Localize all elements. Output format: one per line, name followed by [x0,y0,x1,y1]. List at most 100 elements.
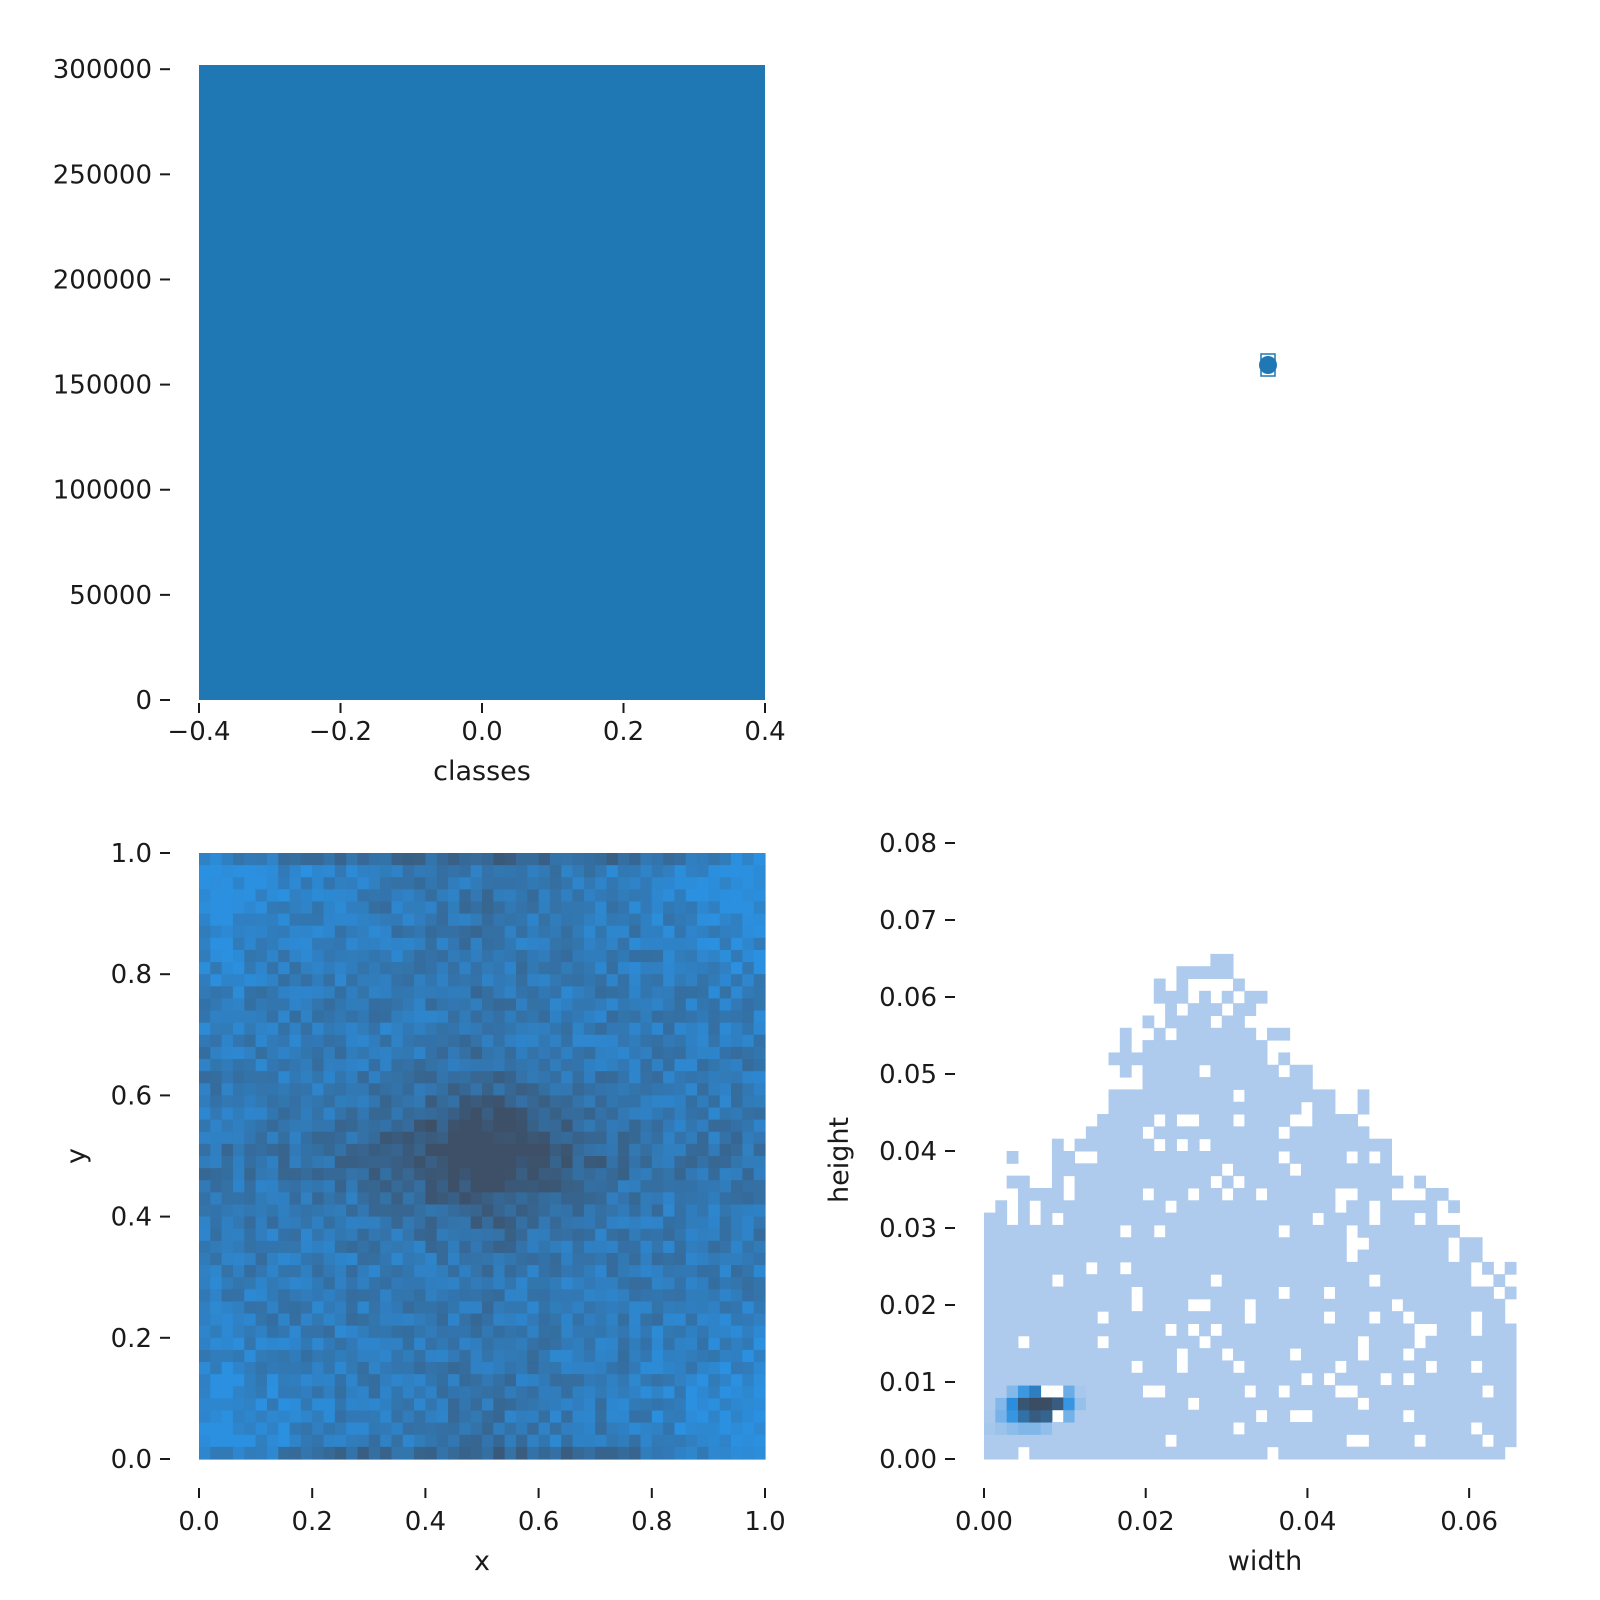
xy-heatmap-cell [300,1228,313,1242]
xy-heatmap-cell [685,1131,698,1145]
xy-heatmap-cell [583,1313,596,1327]
xy-heatmap-cell [482,1410,494,1424]
wh-x-ticks: 0.00 0.02 0.04 0.06 [955,1488,1498,1537]
xy-heatmap-cell [448,865,460,878]
xy-heatmap-cell [278,865,291,878]
xy-heatmap-cell [414,1083,426,1096]
xy-heatmap-cell [708,865,721,878]
xy-heatmap-cell [572,1398,585,1412]
wh-histogram-cell [1267,1151,1279,1164]
xy-heatmap-cell [221,1119,234,1133]
xy-heatmap-cell [663,974,676,987]
xy-heatmap-cell [742,1374,755,1387]
xy-heatmap-cell [368,1046,381,1060]
xy-heatmap-cell [380,1386,393,1399]
wh-histogram-cell [1142,1015,1155,1029]
xy-heatmap-cell [459,913,472,927]
xy-heatmap-cell [448,1398,460,1412]
xy-heatmap-cell [210,974,223,987]
classes-x-tick-label: −0.4 [167,717,230,747]
xy-heatmap-cell [606,1059,619,1072]
wh-histogram-cell [1017,1175,1030,1189]
wh-histogram-cell [1289,1434,1302,1448]
wh-histogram-cell [1380,1348,1393,1361]
wh-histogram-cell [1504,1409,1517,1423]
classes-x-tick: 0.2 [603,703,644,747]
xy-heatmap-cell [402,1362,415,1375]
xy-heatmap-cell [640,1337,653,1351]
xy-heatmap-cell [493,1059,506,1072]
xy-heatmap-cell [436,1313,449,1327]
wh-histogram-cell [1199,1311,1211,1324]
xy-heatmap-cell [210,1410,223,1424]
wh-histogram-cell [1300,1224,1313,1238]
xy-heatmap-cell [651,1325,664,1339]
xy-heatmap-cell [266,1362,279,1375]
classes-x-tick: −0.2 [309,703,372,747]
xy-heatmap-cell [289,1119,302,1133]
wh-histogram-cell [1199,1040,1211,1053]
xy-heatmap-cell [663,1059,676,1072]
xy-heatmap-cell [685,1156,698,1169]
wh-histogram-cell [1334,1261,1347,1275]
wh-histogram-cell [1006,1261,1019,1275]
xy-heatmap-cell [425,1228,438,1242]
xy-heatmap-cell [266,1071,279,1084]
wh-histogram-cell [1074,1298,1087,1312]
xy-heatmap-cell [221,865,234,878]
xy-heatmap-cell [708,1265,721,1278]
xy-heatmap-cell [232,1386,245,1399]
xy-heatmap-cell [334,1216,347,1230]
wh-histogram-cell [1006,1286,1019,1300]
xy-heatmap-cell [504,962,517,975]
xy-heatmap-cell [482,1143,494,1157]
xy-heatmap-cell [606,1143,619,1157]
wh-histogram-cell [1391,1175,1404,1189]
wh-histogram-cell [1346,1409,1359,1423]
xy-heatmap-cell [357,865,370,878]
xy-heatmap-cell [289,1095,302,1109]
xy-heatmap-cell [414,1119,426,1133]
xy-heatmap-cell [221,925,234,939]
wh-histogram-cell [1199,1261,1211,1275]
wh-histogram-cell [1267,1175,1279,1189]
xy-heatmap-cell [606,1325,619,1339]
wh-histogram-cell [1119,1274,1132,1288]
wh-histogram-cell [1221,1422,1234,1435]
wh-histogram-cell [1176,1298,1189,1312]
wh-histogram-cell [1131,1163,1143,1177]
xy-heatmap-cell [629,974,642,987]
xy-heatmap-cell [334,998,347,1012]
wh-histogram-cell [1368,1224,1381,1238]
xy-heatmap-cell [266,1422,279,1436]
xy-heatmap-cell [719,1289,732,1303]
wh-histogram-cell [1470,1446,1483,1460]
xy-heatmap-cell [470,1289,483,1303]
xy-heatmap-cell [334,913,347,927]
wh-histogram-cell [1334,1151,1347,1164]
xy-heatmap-cell [199,913,211,927]
wh-histogram-cell [1312,1126,1325,1140]
wh-histogram-cell [1199,1089,1211,1103]
wh-histogram-cell [1414,1274,1426,1288]
xy-heatmap-cell [312,1313,325,1327]
xy-heatmap-cell [391,974,404,987]
wh-histogram-cell [1165,1052,1177,1066]
xy-heatmap-cell [697,1131,709,1145]
wh-histogram-cell [1063,1237,1076,1251]
wh-histogram-cell [1323,1187,1336,1201]
wh-histogram-cell [1176,1446,1189,1460]
xy-heatmap-cell [482,1022,494,1036]
xy-heatmap-cell [334,901,347,915]
xy-heatmap-cell [266,877,279,890]
xy-heatmap-cell [674,1337,687,1351]
wh-histogram-cell [984,1372,996,1386]
wh-histogram-cell [1312,1274,1325,1288]
wh-histogram-cell [1300,1385,1313,1398]
wh-histogram-cell [1199,1163,1211,1177]
xy-heatmap-cell [470,1277,483,1290]
xy-heatmap-cell [312,1119,325,1133]
wh-histogram-cell [1391,1372,1404,1386]
xy-heatmap-cell [753,1265,766,1278]
xy-heatmap-cell [368,1362,381,1375]
